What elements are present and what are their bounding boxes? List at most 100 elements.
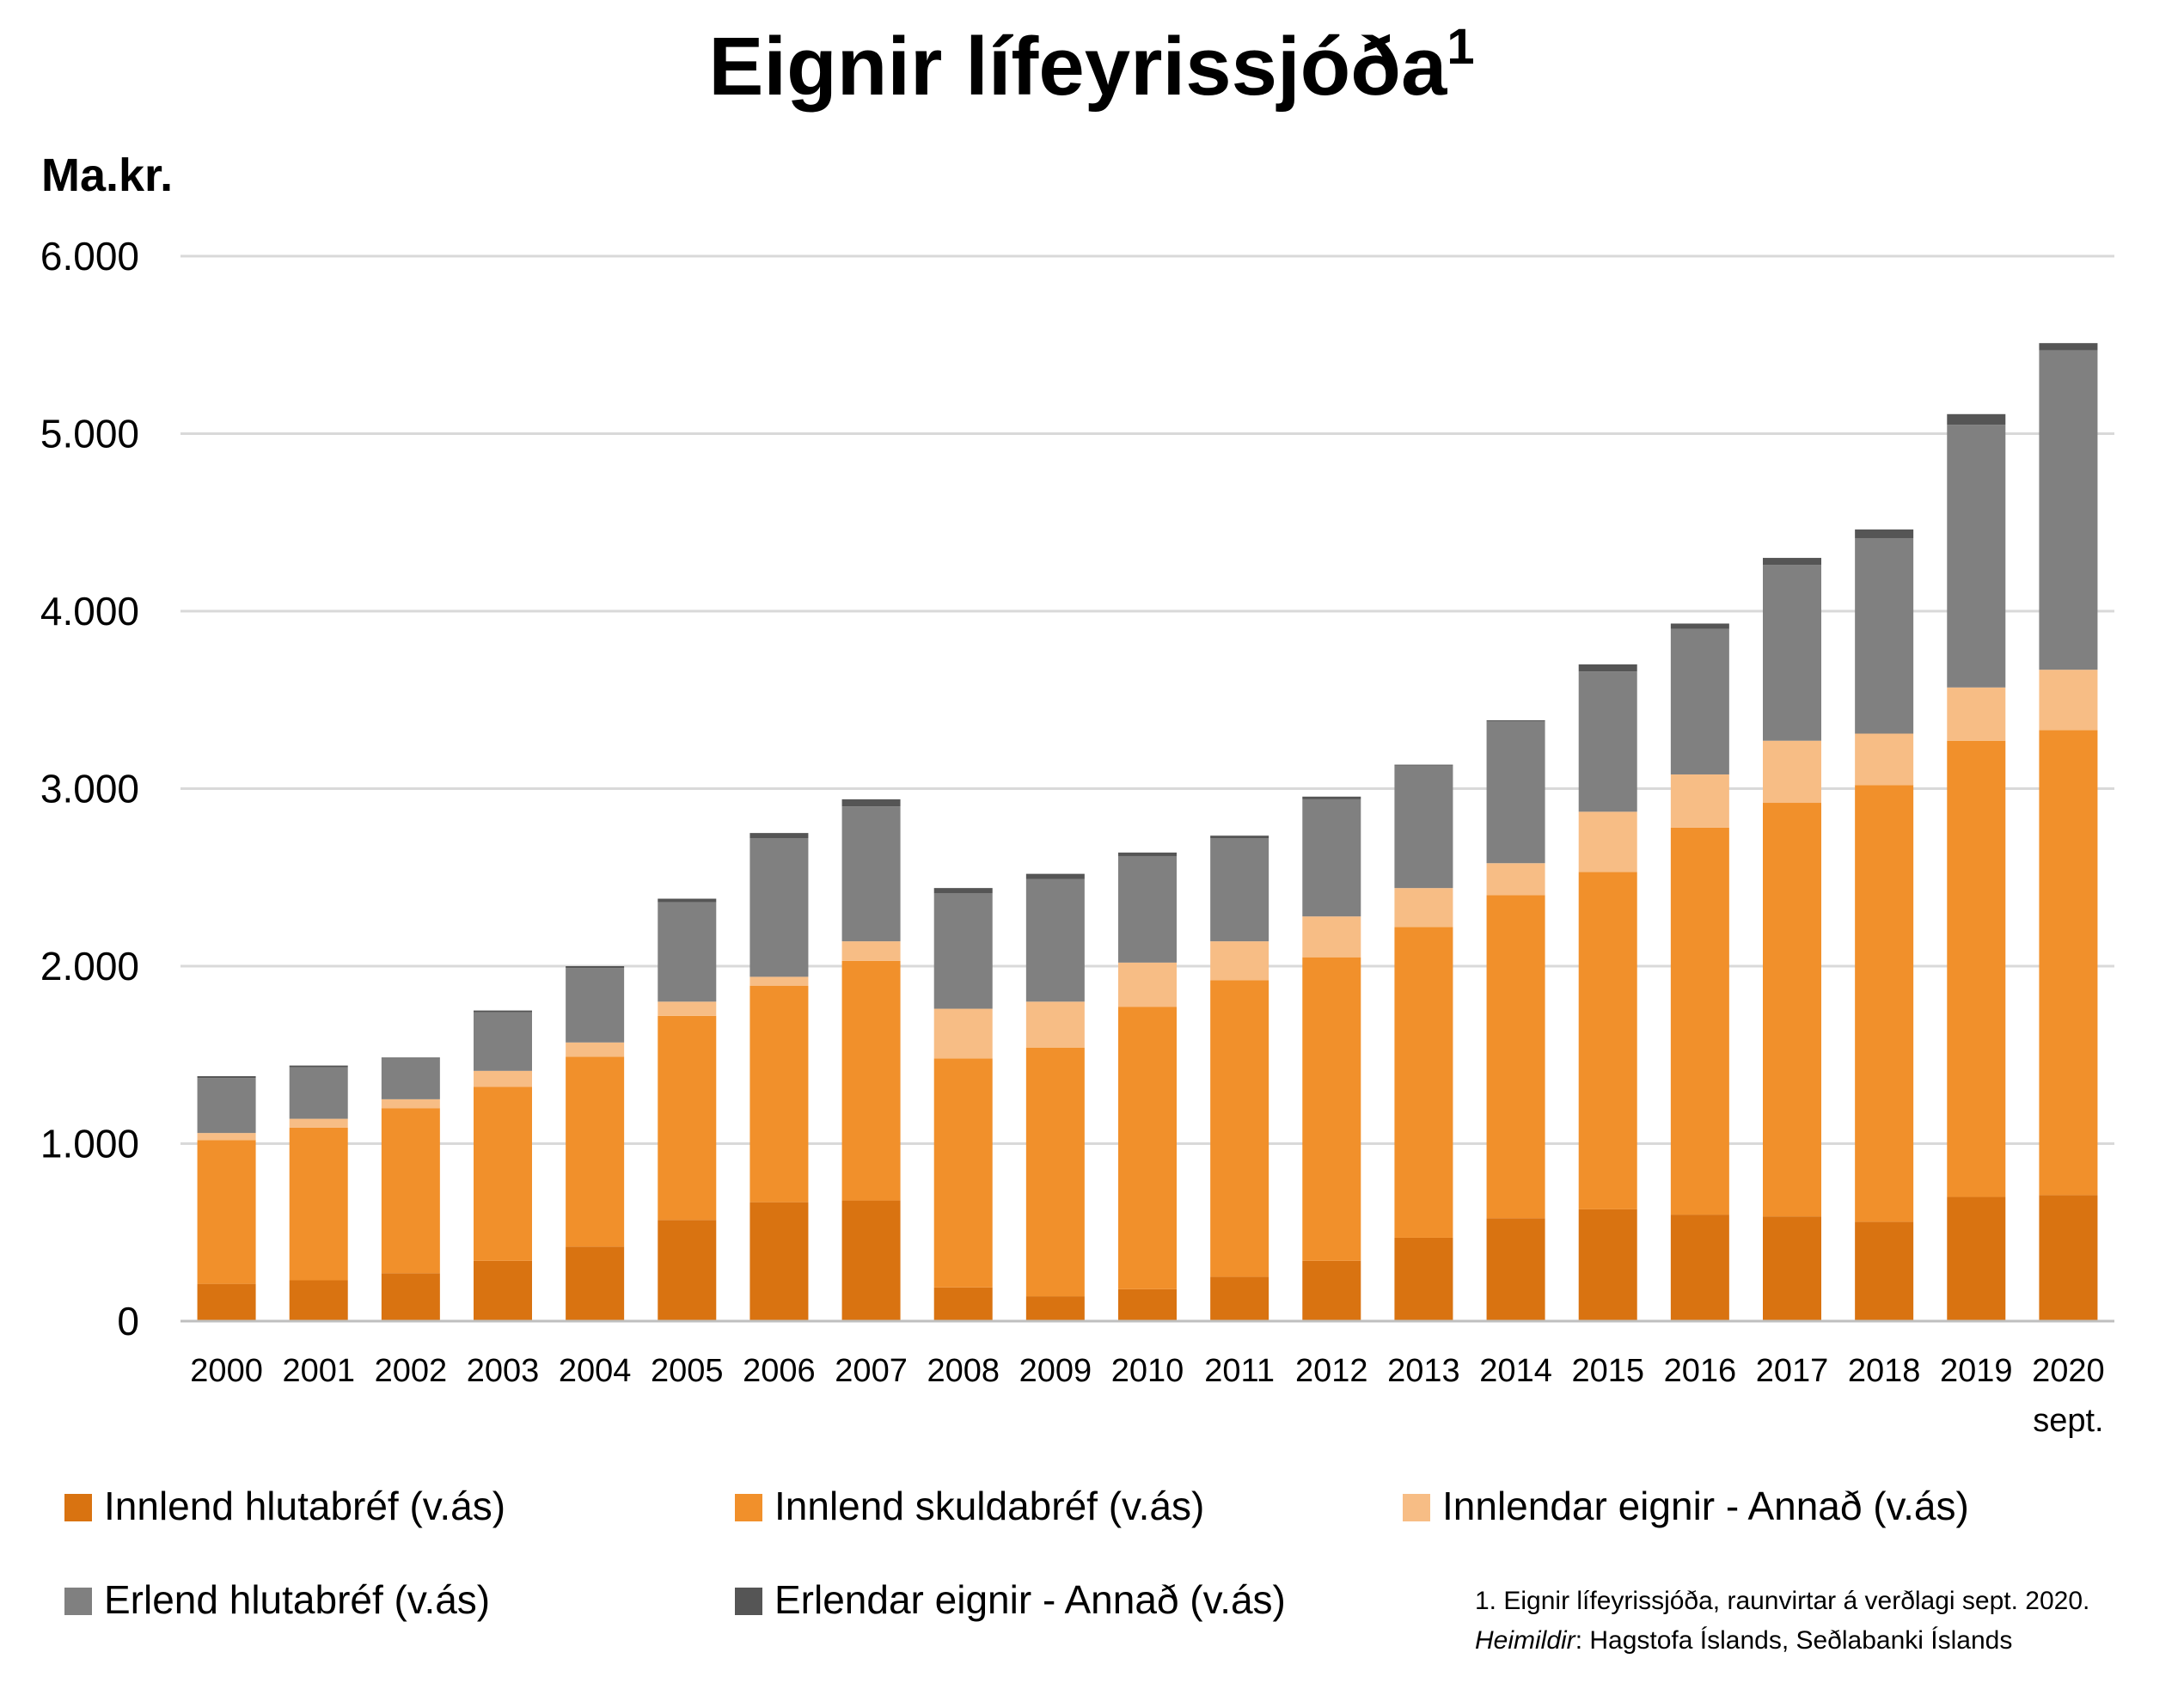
bar-segment	[566, 1056, 625, 1247]
bar-stack-2002	[381, 1057, 440, 1321]
bar-stack-2008	[933, 888, 993, 1321]
y-tick-label: 0	[117, 1299, 139, 1343]
bar-segment	[1394, 764, 1453, 766]
footnote-line-1: 1. Eignir lífeyrissjóða, raunvirtar á ve…	[1475, 1587, 2089, 1615]
legend-swatch	[735, 1494, 762, 1521]
x-tick-label: 2003	[467, 1353, 540, 1389]
bar-segment	[1210, 1276, 1269, 1321]
bar-segment	[2039, 343, 2098, 351]
bar-segment	[1578, 1209, 1637, 1321]
stacked-bars	[197, 343, 2098, 1321]
bar-segment	[933, 1008, 993, 1059]
bar-segment	[1670, 774, 1729, 828]
bar-stack-2011	[1210, 835, 1269, 1321]
bar-segment	[2039, 670, 2098, 731]
bar-stack-2005	[658, 898, 717, 1321]
footnote: 1. Eignir lífeyrissjóða, raunvirtar á ve…	[1475, 1587, 2089, 1655]
bar-segment	[1947, 425, 2006, 688]
bar-segment	[474, 1012, 532, 1071]
bar-segment	[1947, 413, 2006, 425]
legend-item: Innlendar eignir - Annað (v.ás)	[1403, 1484, 1969, 1528]
bar-segment	[749, 976, 809, 986]
x-tick-label: 2000	[190, 1353, 263, 1389]
legend-label: Erlend hlutabréf (v.ás)	[104, 1577, 490, 1622]
x-tick-label: 2004	[559, 1353, 632, 1389]
bar-stack-2000	[197, 1076, 256, 1321]
bar-segment	[1763, 740, 1821, 804]
bar-segment	[1210, 835, 1269, 839]
legend-item: Innlend hlutabréf (v.ás)	[64, 1484, 505, 1528]
bar-segment	[1763, 1216, 1821, 1321]
bar-segment	[658, 898, 717, 903]
bar-segment	[289, 1127, 348, 1281]
bar-segment	[1670, 623, 1729, 629]
bar-stack-2009	[1025, 873, 1085, 1321]
bar-stack-2019	[1947, 413, 2006, 1321]
bar-segment	[1210, 838, 1269, 942]
bar-segment	[1763, 558, 1821, 566]
bar-stack-2018	[1855, 529, 1914, 1321]
bar-segment	[1947, 687, 2006, 741]
x-tick-label: 2012	[1295, 1353, 1368, 1389]
y-tick-label: 6.000	[40, 234, 139, 278]
footnote-line-2: Heimildir: Hagstofa Íslands, Seðlabanki …	[1475, 1626, 2012, 1655]
legend: Innlend hlutabréf (v.ás) Innlend skuldabr…	[64, 1484, 1969, 1622]
y-tick-label: 1.000	[40, 1122, 139, 1166]
bar-segment	[658, 902, 717, 1002]
x-tick-label: 2001	[282, 1353, 355, 1389]
bar-segment	[1670, 628, 1729, 774]
legend-label: Innlend hlutabréf (v.ás)	[104, 1484, 505, 1528]
bar-segment	[2039, 350, 2098, 670]
bar-segment	[1394, 765, 1453, 889]
bar-segment	[1025, 1296, 1085, 1321]
bar-segment	[1025, 873, 1085, 879]
bar-segment	[1670, 827, 1729, 1215]
legend-swatch	[64, 1588, 92, 1615]
legend-item: Erlend hlutabréf (v.ás)	[64, 1577, 490, 1622]
bar-segment	[289, 1065, 348, 1068]
bar-segment	[933, 1287, 993, 1321]
footnote-sources-label: Heimildir	[1475, 1626, 1576, 1655]
x-tick-label: 2013	[1387, 1353, 1460, 1389]
y-tick-label: 4.000	[40, 589, 139, 633]
chart-title: Eignir lífeyrissjóða1	[708, 19, 1474, 113]
x-tick-label: 2017	[1756, 1353, 1829, 1389]
bar-stack-2007	[841, 799, 901, 1321]
x-tick-label: 2009	[1019, 1353, 1092, 1389]
bar-segment	[1855, 733, 1914, 786]
bar-segment	[566, 1042, 625, 1057]
bar-segment	[1947, 740, 2006, 1197]
x-tick-sublabel: sept.	[2033, 1403, 2103, 1439]
bar-stack-2004	[566, 966, 625, 1321]
bar-segment	[1855, 529, 1914, 539]
legend-label: Erlendar eignir - Annað (v.ás)	[774, 1577, 1286, 1622]
bar-segment	[381, 1058, 440, 1099]
bar-segment	[841, 960, 901, 1201]
bar-segment	[841, 941, 901, 961]
bar-segment	[933, 1058, 993, 1288]
bar-segment	[749, 833, 809, 839]
y-axis-unit-label: Ma.kr.	[41, 150, 173, 201]
bar-segment	[197, 1078, 256, 1134]
bar-segment	[841, 1200, 901, 1321]
x-tick-label: 2002	[375, 1353, 448, 1389]
bar-stack-2014	[1486, 719, 1545, 1321]
x-tick-label: 2011	[1204, 1353, 1275, 1389]
bar-segment	[1302, 916, 1361, 958]
bar-segment	[1486, 1218, 1545, 1321]
legend-swatch	[735, 1588, 762, 1615]
bar-segment	[749, 838, 809, 977]
bar-segment	[841, 799, 901, 807]
bar-segment	[658, 1001, 717, 1016]
bar-segment	[1394, 888, 1453, 927]
bar-segment	[197, 1283, 256, 1321]
bar-stack-2020	[2039, 343, 2098, 1321]
bar-segment	[933, 893, 993, 1009]
bar-segment	[1118, 962, 1177, 1007]
legend-item: Erlendar eignir - Annað (v.ás)	[735, 1577, 1286, 1622]
bar-segment	[381, 1057, 440, 1059]
x-tick-label: 2007	[835, 1353, 908, 1389]
bar-segment	[197, 1076, 256, 1079]
bar-segment	[1855, 785, 1914, 1222]
